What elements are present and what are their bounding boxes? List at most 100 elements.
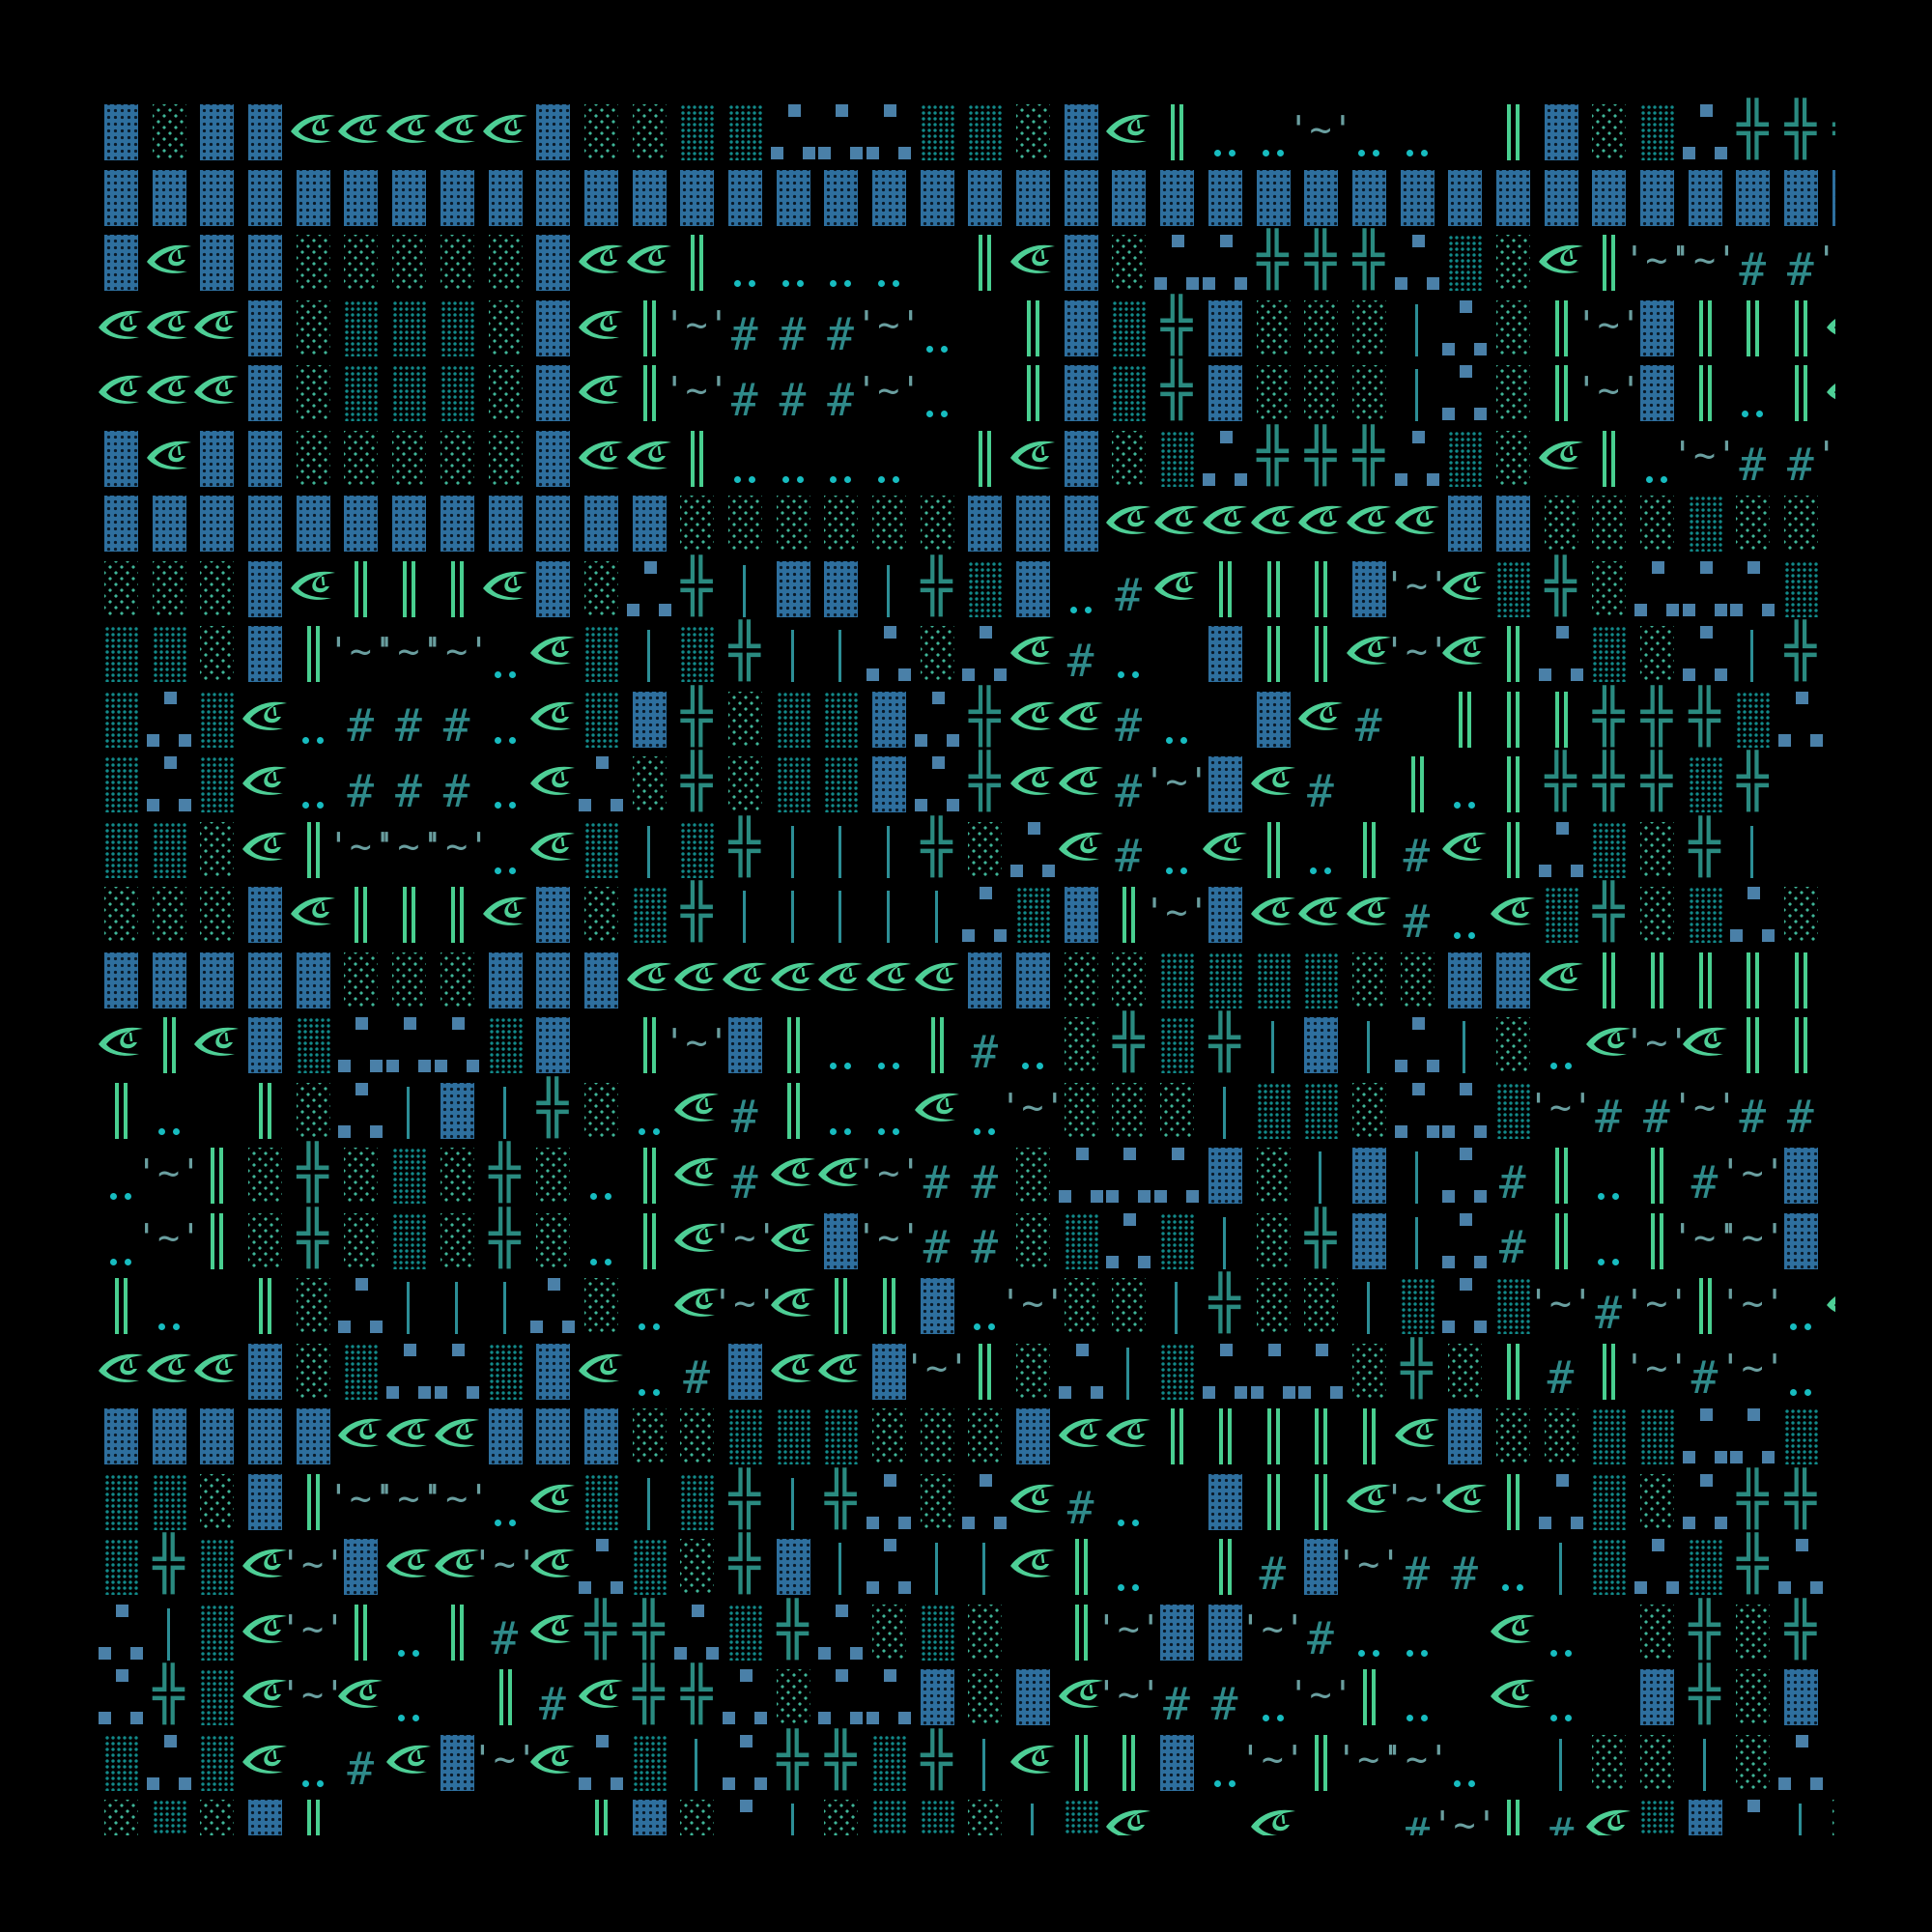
blank-cell	[384, 1792, 433, 1835]
thin-vertical-bar-glyph	[769, 618, 817, 684]
glyph-text: #	[491, 1612, 519, 1665]
eye-icon	[1009, 423, 1057, 489]
light-shade-dots-glyph	[97, 879, 145, 945]
light-shade-dots-glyph	[1009, 1140, 1057, 1206]
glyph-text: '~'	[855, 1216, 923, 1260]
double-vertical-bar-glyph	[672, 423, 721, 489]
medium-shade-dots-glyph	[1584, 1401, 1633, 1466]
two-dots-glyph	[1345, 97, 1393, 162]
thin-vertical-bar-glyph	[625, 618, 673, 684]
symbol-glyph: ╬	[1249, 423, 1297, 489]
dark-shade-block-glyph	[1296, 1531, 1345, 1597]
symbol-glyph: #	[336, 749, 384, 817]
glyph-text: #	[1115, 699, 1143, 753]
double-vertical-bar-glyph	[1296, 554, 1345, 619]
eye-icon	[1249, 879, 1297, 945]
light-shade-dots-glyph	[577, 879, 625, 945]
dark-shade-block-glyph	[1009, 945, 1057, 1010]
blank-cell	[433, 1792, 481, 1835]
light-shade-dots-glyph	[1584, 97, 1633, 162]
medium-shade-dots-glyph	[97, 1727, 145, 1793]
dark-shade-block-glyph	[1249, 162, 1297, 228]
light-shade-dots-glyph	[721, 684, 769, 750]
double-vertical-bar-glyph	[1104, 1727, 1152, 1793]
symbol-glyph: ╬	[1681, 1662, 1729, 1727]
symbol-glyph: '~'	[1624, 1336, 1690, 1402]
dark-shade-block-glyph	[1440, 162, 1489, 228]
symbol-glyph: ╬	[625, 1597, 673, 1662]
eye-icon	[1057, 1401, 1105, 1466]
symbol-glyph: #	[1296, 1597, 1345, 1664]
dark-shade-block-glyph	[145, 162, 193, 228]
medium-shade-dots-glyph	[145, 814, 193, 880]
eye-icon	[1825, 1270, 1835, 1336]
glyph-text: '~'	[471, 1542, 538, 1585]
eye-icon	[528, 1727, 577, 1793]
two-dots-glyph	[1537, 1597, 1585, 1662]
symbol-glyph: '~'	[1000, 1270, 1066, 1336]
two-dots-glyph	[481, 749, 529, 814]
light-shade-dots-glyph	[960, 1597, 1009, 1662]
glyph-text: ╬	[968, 751, 1001, 812]
blank-cell	[1489, 1727, 1537, 1793]
thin-vertical-bar-glyph	[1728, 618, 1776, 684]
quadrant-squares-glyph	[721, 1662, 769, 1727]
glyph-text: #	[1403, 1807, 1431, 1835]
glyph-text: ╬	[1257, 424, 1289, 486]
symbol-glyph: '~'	[1671, 1075, 1738, 1141]
two-dots-glyph	[1440, 1727, 1489, 1793]
dark-shade-block-glyph	[1584, 162, 1633, 228]
symbol-glyph: '~'	[1575, 357, 1642, 423]
medium-shade-dots-glyph	[1633, 1401, 1681, 1466]
quadrant-squares-glyph	[145, 749, 193, 814]
medium-shade-dots-glyph	[1296, 945, 1345, 1010]
symbol-glyph: ╬	[528, 1075, 577, 1141]
glyph-text: '~'	[1239, 1738, 1306, 1781]
light-shade-dots-glyph	[769, 1662, 817, 1727]
double-vertical-bar-glyph	[1681, 1270, 1729, 1336]
glyph-text: '~'	[423, 629, 490, 672]
two-dots-glyph	[1393, 1597, 1441, 1662]
symbol-glyph: #	[528, 1662, 577, 1730]
glyph-text: '~'	[1575, 368, 1642, 412]
two-dots-glyph	[145, 1270, 193, 1336]
dark-shade-block-glyph	[960, 945, 1009, 1010]
dark-shade-block-glyph	[1440, 488, 1489, 554]
quadrant-squares-glyph	[913, 749, 961, 814]
double-vertical-bar-glyph	[336, 879, 384, 945]
eye-icon	[241, 1662, 289, 1727]
thin-vertical-bar-glyph	[1249, 1009, 1297, 1075]
glyph-text: '~'	[327, 629, 394, 672]
quadrant-squares-glyph	[625, 554, 673, 619]
dark-shade-block-glyph	[1009, 488, 1057, 554]
symbol-glyph: '~'	[1095, 1662, 1162, 1727]
eye-icon	[672, 1075, 721, 1141]
symbol-glyph: ╬	[1296, 1206, 1345, 1271]
glyph-text: #	[779, 373, 807, 426]
light-shade-dots-glyph	[1249, 293, 1297, 358]
double-vertical-bar-glyph	[1249, 1466, 1297, 1532]
light-shade-dots-glyph	[1249, 1140, 1297, 1206]
glyph-text: ╬	[968, 685, 1001, 747]
dark-shade-block-glyph	[1776, 1662, 1825, 1727]
two-dots-glyph	[1152, 814, 1201, 880]
double-vertical-bar-glyph	[625, 1009, 673, 1075]
two-dots-glyph	[1104, 1531, 1152, 1597]
symbol-glyph: '~'	[423, 618, 490, 684]
two-dots-glyph	[384, 1662, 433, 1727]
eye-icon	[1009, 1531, 1057, 1597]
glyph-row: # # # ╬ ╬ # '~' # ╬ ╬ ╬ ╬	[97, 749, 1835, 817]
thin-vertical-bar-glyph	[865, 554, 913, 619]
double-vertical-bar-glyph	[960, 1336, 1009, 1402]
eye-icon	[528, 1597, 577, 1662]
medium-shade-dots-glyph	[384, 1206, 433, 1271]
eye-icon	[241, 814, 289, 880]
glyph-text: #	[347, 764, 375, 817]
two-dots-glyph	[1776, 1336, 1825, 1402]
symbol-glyph: ╬	[672, 749, 721, 814]
glyph-text: '~'	[1815, 238, 1835, 281]
double-vertical-bar-glyph	[289, 1466, 337, 1532]
symbol-glyph: #	[1776, 1075, 1825, 1143]
eye-icon	[1009, 749, 1057, 814]
double-vertical-bar-glyph	[1537, 1206, 1585, 1271]
